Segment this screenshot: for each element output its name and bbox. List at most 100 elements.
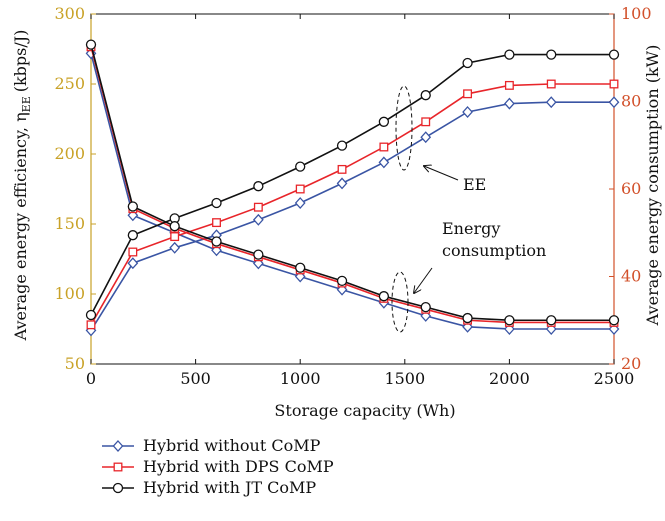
x-tick-label: 1500	[384, 369, 425, 388]
y-right-tick-label: 100	[621, 4, 652, 23]
ee-point	[378, 156, 390, 169]
ee-point	[85, 309, 97, 321]
consumption-point	[127, 201, 138, 212]
energy-annotation-ellipse	[391, 271, 409, 333]
consumption-point	[378, 291, 390, 302]
y-left-tick-label: 200	[54, 144, 85, 163]
ee-point	[420, 90, 431, 101]
consumption-point	[546, 315, 557, 326]
consumption-point	[608, 315, 620, 326]
ee-point	[253, 181, 264, 192]
ee-point	[253, 202, 263, 212]
ee-point	[294, 197, 306, 209]
series-lines	[85, 39, 620, 337]
ee-point	[609, 79, 619, 89]
ee-point	[127, 257, 139, 270]
legend-marker	[113, 462, 123, 472]
ee-point	[504, 80, 514, 90]
legend-label: Hybrid without CoMP	[143, 436, 321, 455]
series-2	[86, 42, 619, 330]
ee-annotation-arrow	[424, 166, 459, 181]
consumption-point	[504, 315, 515, 326]
ee-line	[90, 83, 614, 326]
energy-annotation-arrow	[414, 267, 433, 293]
consumption-line	[90, 46, 614, 324]
ee-point	[378, 116, 390, 127]
x-tick-label: 1000	[280, 369, 321, 388]
ee-point	[128, 247, 138, 257]
ee-point	[337, 164, 347, 174]
energy-annotation-label-line2: consumption	[442, 241, 546, 260]
energy-annotation-label-line1: Energy	[442, 219, 500, 238]
y-right-tick-label: 20	[621, 354, 641, 373]
legend-item: Hybrid with DPS CoMP	[102, 457, 334, 476]
ee-point	[462, 57, 473, 69]
ee-point	[295, 184, 305, 194]
y-axis-right-label: Average energy consumption (kW)	[643, 45, 662, 327]
ee-point	[86, 320, 96, 330]
consumption-point	[295, 262, 306, 273]
ee-annotation-label: EE	[463, 175, 486, 194]
x-tick-label: 2500	[594, 369, 635, 388]
ee-point	[462, 106, 473, 118]
axes: 0 500 1000 1500 2000 2500 50 100 150 200 250 300 20 4…	[54, 4, 651, 388]
consumption-point	[85, 39, 97, 50]
y-axis-left-label-main: Average energy efficiency, η	[11, 112, 30, 341]
ee-point	[379, 142, 389, 152]
y-left-tick-label: 100	[54, 284, 85, 303]
ee-point	[336, 140, 348, 151]
ee-line	[90, 101, 614, 331]
legend-marker	[112, 482, 124, 494]
x-tick-label: 2000	[489, 369, 530, 388]
y-left-tick-label: 300	[54, 4, 85, 23]
series-3	[85, 39, 620, 326]
legend: Hybrid without CoMP Hybrid with DPS CoMP H…	[102, 436, 334, 497]
y-axis-left-label-sub: EE	[20, 96, 33, 112]
ee-point	[463, 89, 473, 99]
y-axis-left-label-unit: (kbps/J)	[11, 30, 30, 93]
ee-point	[608, 96, 620, 109]
ee-point	[546, 79, 556, 89]
y-right-tick-label: 80	[621, 92, 641, 111]
x-tick-label: 0	[86, 369, 96, 388]
ee-point	[546, 49, 557, 60]
consumption-point	[336, 275, 348, 287]
ee-point	[421, 117, 431, 127]
ee-point	[295, 161, 306, 172]
legend-marker	[112, 440, 124, 452]
ee-point	[608, 49, 620, 60]
annotations: EE Energy consumption	[391, 85, 546, 333]
y-right-tick-label: 60	[621, 179, 641, 198]
ee-point	[211, 197, 222, 209]
ee-point	[252, 213, 264, 226]
y-right-tick-label: 40	[621, 267, 641, 286]
y-left-tick-label: 50	[65, 354, 85, 373]
consumption-point	[211, 236, 222, 247]
ee-point	[212, 218, 221, 228]
ee-point	[545, 96, 557, 109]
x-axis-label: Storage capacity (Wh)	[274, 401, 455, 420]
ee-point	[504, 49, 515, 60]
consumption-point	[420, 301, 431, 313]
ee-point	[169, 241, 181, 254]
x-tick-label: 500	[180, 369, 211, 388]
y-left-tick-label: 250	[54, 74, 85, 93]
legend-item: Hybrid with JT CoMP	[102, 478, 316, 497]
ee-point	[420, 131, 432, 144]
series-1	[85, 47, 620, 337]
y-axis-left-label: Average energy efficiency, ηEE (kbps/J)	[11, 30, 33, 342]
consumption-line	[90, 44, 614, 322]
ee-line	[90, 53, 614, 316]
ee-point	[504, 97, 515, 110]
consumption-point	[169, 221, 180, 232]
legend-item: Hybrid without CoMP	[102, 436, 321, 455]
y-left-tick-label: 150	[54, 214, 85, 233]
ee-point	[127, 230, 138, 241]
legend-label: Hybrid with JT CoMP	[143, 478, 316, 497]
consumption-point	[253, 249, 264, 260]
ee-annotation-ellipse	[395, 85, 413, 171]
consumption-point	[462, 312, 473, 324]
ee-point	[336, 177, 348, 190]
ee-point	[170, 232, 180, 242]
